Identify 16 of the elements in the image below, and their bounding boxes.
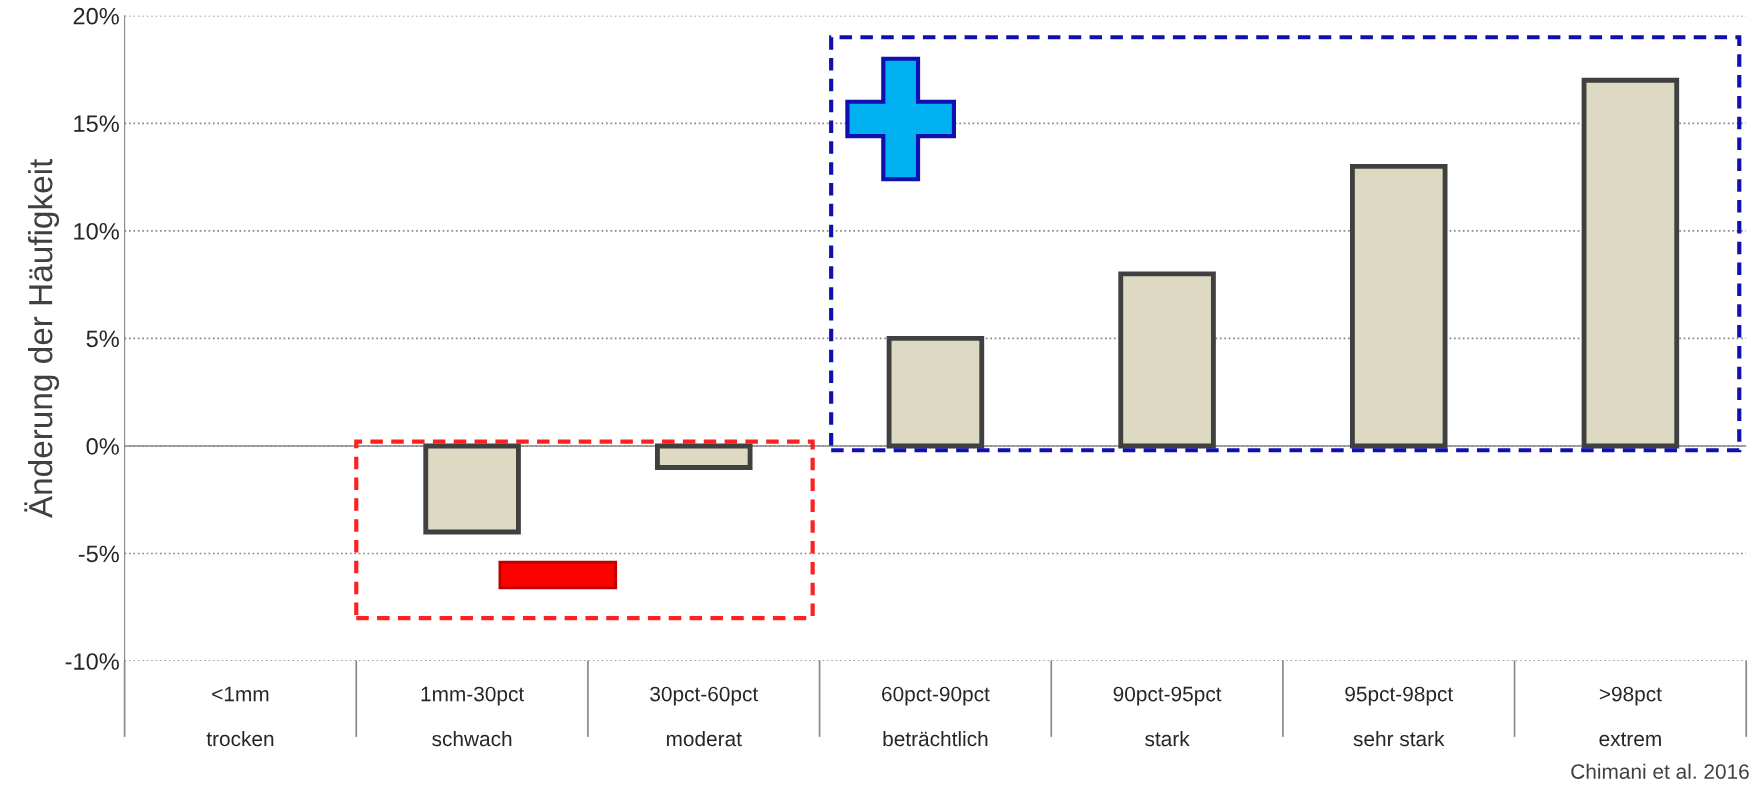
y-tick-label: 15% — [74, 115, 119, 133]
category-label: 95pct-98pct sehr stark — [1345, 686, 1454, 747]
y-tick-label: -10% — [65, 653, 119, 670]
text: Chimani et al. 2016 — [1571, 763, 1749, 779]
category-label: >98pct extrem — [1599, 686, 1662, 747]
category-label: 60pct-90pct beträchtlich — [882, 686, 990, 747]
category-label: 1mm-30pct schwach — [421, 686, 525, 747]
category-label: 90pct-95pct stark — [1113, 686, 1222, 747]
y-tick-label: 5% — [86, 330, 119, 348]
y-tick-label: 0% — [86, 438, 119, 455]
y-tick-label: 10% — [74, 222, 119, 240]
y-tick-label: 20% — [73, 7, 119, 25]
y-axis-title: Änderung der Häufigkeit — [24, 158, 60, 519]
y-tick-label: -5% — [78, 545, 119, 563]
category-label: <1mm trocken — [206, 686, 274, 747]
category-label: 30pct-60pct moderat — [650, 686, 759, 747]
